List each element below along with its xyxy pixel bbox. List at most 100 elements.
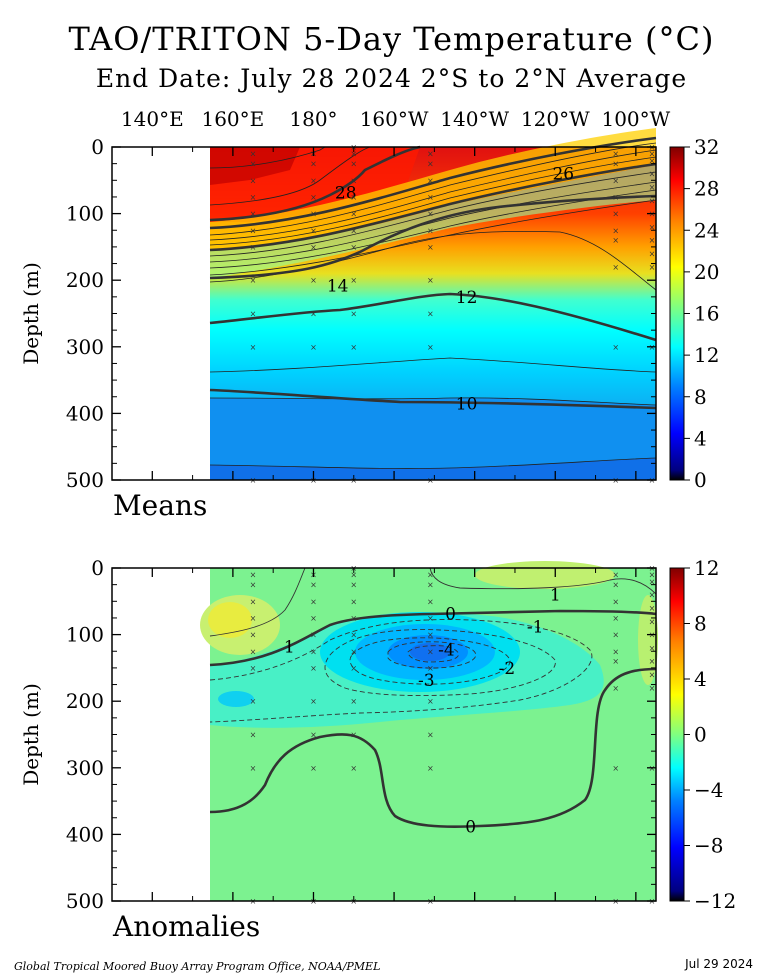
means-sample-marker: × — [350, 176, 357, 185]
anomalies-contour-label: -1 — [527, 618, 544, 638]
means-sample-marker: × — [310, 226, 317, 235]
anomalies-sample-marker: × — [310, 614, 317, 623]
anomalies-warm-patch-east — [475, 561, 615, 589]
anomalies-contour-label: -4 — [438, 640, 455, 660]
anomalies-sample-marker: × — [612, 764, 619, 773]
means-contour-label: 28 — [335, 183, 357, 203]
means-sample-marker: × — [310, 176, 317, 185]
means-colorbar-label: 32 — [694, 135, 719, 159]
means-sample-marker: × — [350, 193, 357, 202]
anomalies-sample-marker: × — [250, 597, 257, 606]
means-isotherm — [209, 181, 657, 263]
anomalies-sample-marker: × — [649, 617, 656, 626]
means-sample-marker: × — [427, 243, 434, 252]
anomalies-sample-marker: × — [250, 581, 257, 590]
means-sample-marker: × — [350, 310, 357, 319]
anomalies-sample-marker: × — [612, 631, 619, 640]
anomalies-contour-minus3 — [349, 637, 511, 685]
means-sample-marker: × — [612, 150, 619, 159]
x-tick-label: 100°W — [601, 107, 670, 131]
means-sample-marker: × — [427, 176, 434, 185]
x-tick-label: 140°W — [440, 107, 509, 131]
means-y-tick-label: 100 — [66, 202, 104, 226]
anomalies-colorbar-label: −4 — [694, 778, 723, 802]
means-sample-marker: × — [649, 156, 656, 165]
means-sample-marker: × — [350, 210, 357, 219]
anomalies-sample-marker: × — [427, 571, 434, 580]
means-isotherm-12 — [209, 292, 657, 342]
means-deep-band — [210, 397, 656, 480]
means-sample-marker: × — [310, 193, 317, 202]
means-sample-marker: × — [427, 193, 434, 202]
anomalies-y-tick-label: 200 — [66, 689, 104, 713]
means-sample-marker: × — [427, 160, 434, 169]
means-sample-marker: × — [310, 160, 317, 169]
anomalies-cool-spot — [218, 691, 254, 707]
anomalies-sample-marker: × — [427, 697, 434, 706]
anomalies-sample-marker: × — [612, 597, 619, 606]
anomalies-sample-marker: × — [350, 597, 357, 606]
anomalies-sample-marker: × — [250, 571, 257, 580]
means-sample-marker: × — [250, 210, 257, 219]
means-sample-marker: × — [612, 236, 619, 245]
means-sample-marker: × — [427, 310, 434, 319]
anomalies-sample-marker: × — [427, 597, 434, 606]
anomalies-sample-marker: × — [427, 764, 434, 773]
means-sample-marker: × — [250, 226, 257, 235]
anomalies-sample-marker: × — [427, 731, 434, 740]
means-panel-label: Means — [113, 489, 207, 522]
anomalies-sample-marker: × — [612, 657, 619, 666]
anomalies-sample-marker: × — [350, 614, 357, 623]
means-sample-marker: × — [350, 150, 357, 159]
anomalies-contour-label: 0 — [465, 817, 476, 837]
anomalies-sample-marker: × — [310, 631, 317, 640]
anomalies-colorbar — [669, 567, 685, 902]
anomalies-sample-marker: × — [310, 581, 317, 590]
anomalies-sample-marker: × — [350, 731, 357, 740]
means-isotherm — [209, 457, 657, 469]
anomalies-sample-marker: × — [350, 581, 357, 590]
anomalies-sample-marker: × — [350, 664, 357, 673]
anomalies-sample-marker: × — [649, 591, 656, 600]
x-tick-label: 120°W — [521, 107, 590, 131]
anomalies-sample-marker: × — [612, 614, 619, 623]
anomalies-y-tick-label: 500 — [66, 889, 104, 913]
means-y-tick-label: 200 — [66, 268, 104, 292]
means-sample-marker: × — [310, 310, 317, 319]
means-sample-marker: × — [350, 276, 357, 285]
anomalies-sample-marker: × — [649, 604, 656, 613]
means-colorbar-label: 24 — [694, 218, 719, 242]
means-y-axis-label: Depth (m) — [19, 262, 43, 365]
means-colorbar-label: 12 — [694, 343, 719, 367]
means-y-tick-label: 300 — [66, 335, 104, 359]
means-isotherm — [209, 149, 657, 241]
means-panel: 28 26 14 12 10 × × × × × × × × × × × × × × × × × × × × × × × × × × × × ×… — [209, 128, 657, 485]
anomalies-sample-marker: × — [350, 647, 357, 656]
means-colorbar-label: 20 — [694, 260, 719, 284]
anomalies-sample-marker: × — [250, 697, 257, 706]
anomalies-contour-minus5 — [407, 645, 459, 663]
means-colorbar-label: 28 — [694, 177, 719, 201]
means-sample-marker: × — [427, 276, 434, 285]
means-sample-marker: × — [612, 226, 619, 235]
anomalies-contour-label: 0 — [445, 604, 456, 624]
means-isotherm — [209, 156, 657, 246]
anomalies-sample-marker: × — [250, 631, 257, 640]
means-sample-marker: × — [310, 210, 317, 219]
means-sample-marker: × — [250, 276, 257, 285]
means-sample-marker: × — [310, 276, 317, 285]
means-deepest-band — [210, 458, 656, 480]
anomalies-colorbar-label: 0 — [694, 723, 707, 747]
anomalies-sample-marker: × — [427, 614, 434, 623]
means-sample-marker: × — [250, 160, 257, 169]
anomalies-sample-marker: × — [649, 571, 656, 580]
anomalies-colorbar-label: 12 — [694, 556, 719, 580]
anomalies-sample-marker: × — [350, 697, 357, 706]
anomalies-sample-marker: × — [310, 697, 317, 706]
anomalies-sample-marker: × — [250, 647, 257, 656]
chart-title: TAO/TRITON 5-Day Temperature (°C) — [68, 20, 715, 58]
means-sample-marker: × — [350, 243, 357, 252]
means-sample-marker: × — [612, 176, 619, 185]
means-sample-marker: × — [612, 193, 619, 202]
means-isotherm-28 — [209, 145, 421, 222]
